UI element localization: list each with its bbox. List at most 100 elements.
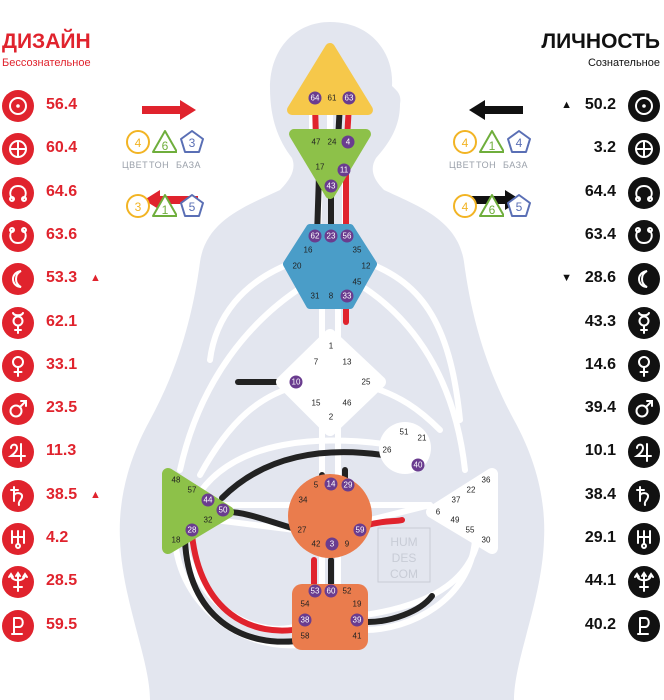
personality-planet-row: 3.2 (514, 127, 664, 171)
gate-label-23: 23 (327, 232, 336, 241)
gate-label-5: 5 (314, 481, 319, 490)
gate-label-1: 1 (329, 342, 334, 351)
gate-label-13: 13 (343, 358, 352, 367)
personality-planet-row: 50.2 ▲ (514, 84, 664, 128)
design-planet-value: 4.2 (46, 529, 69, 546)
color-circle-icon: 3 (126, 194, 150, 218)
moon-icon (2, 263, 34, 296)
gate-label-26: 26 (383, 446, 392, 455)
gate-label-63: 63 (345, 94, 354, 103)
design-planet-value: 28.5 (46, 572, 78, 590)
active-gate-marker (411, 458, 425, 472)
base-pentagon-icon: 5 (180, 194, 204, 217)
design-planet-row: 64.6 (0, 171, 140, 215)
gate-label-31: 31 (311, 292, 320, 301)
design-planet-value: 60.4 (46, 139, 78, 157)
uranus-icon (628, 523, 660, 555)
gate-label-41: 41 (353, 632, 362, 641)
personality-planet-row: 38.4 (514, 474, 664, 518)
active-gate-marker (185, 523, 199, 537)
gate-label-40: 40 (414, 461, 423, 470)
personality-planet-value: 39.4 (584, 399, 616, 417)
gate-label-64: 64 (311, 94, 320, 103)
mercury-icon (628, 306, 660, 339)
color-label: ЦВЕТ (449, 160, 476, 170)
personality-planet-value: 44.1 (584, 572, 616, 590)
active-gate-marker (342, 91, 356, 105)
watermark-line-3: COM (390, 567, 418, 581)
gate-label-32: 32 (204, 516, 213, 525)
gate-label-8: 8 (329, 292, 334, 301)
active-gate-marker (340, 289, 354, 303)
sun-icon (2, 90, 34, 122)
sun-icon (628, 90, 660, 122)
g-center (276, 329, 386, 436)
design-planet-value: 62.1 (46, 312, 78, 330)
design-planet-value: 53.3 (46, 269, 78, 287)
gate-label-42: 42 (312, 540, 321, 549)
gate-label-43: 43 (327, 182, 336, 191)
design-planet-row: 11.3 (0, 430, 140, 474)
active-gate-marker (325, 537, 339, 551)
personality-planet-marker: ▲ (561, 99, 572, 111)
personality-base-value: 5 (516, 200, 523, 214)
gate-label-59: 59 (356, 526, 365, 535)
root-center (292, 584, 368, 650)
tone-triangle-icon: 6 (479, 194, 504, 217)
gate-label-9: 9 (345, 540, 350, 549)
active-gate-marker (324, 584, 338, 598)
gate-label-51: 51 (400, 428, 409, 437)
gate-label-24: 24 (328, 138, 337, 147)
design-color-value: 4 (135, 136, 142, 150)
mars-icon (2, 393, 34, 426)
gate-label-54: 54 (301, 600, 310, 609)
gate-label-45: 45 (353, 278, 362, 287)
base-label: БАЗА (503, 160, 529, 170)
design-planet-row: 23.5 (0, 387, 140, 431)
design-planet-value: 56.4 (46, 96, 78, 113)
design-planet-value: 59.5 (46, 615, 78, 633)
gate-label-6: 6 (436, 508, 441, 517)
throat-center (283, 224, 377, 309)
gate-label-34: 34 (299, 496, 308, 505)
gate-label-25: 25 (362, 378, 371, 387)
design-tone-value: 1 (162, 203, 169, 217)
gate-label-61: 61 (328, 94, 337, 103)
south-node-icon (628, 219, 660, 252)
gate-label-57: 57 (188, 486, 197, 495)
active-gate-marker (353, 523, 367, 537)
gate-label-12: 12 (362, 262, 371, 271)
design-planet-row: 28.5 (0, 560, 140, 604)
personality-planet-value: 40.2 (584, 615, 616, 633)
tone-triangle-icon: 6 (152, 130, 177, 153)
gate-label-3: 3 (330, 540, 335, 549)
design-tone-value: 6 (162, 139, 169, 153)
gate-label-10: 10 (292, 378, 301, 387)
design-planet-marker: ▲ (90, 272, 101, 285)
neptune-icon (628, 566, 660, 599)
gate-label-20: 20 (293, 262, 302, 271)
gate-label-56: 56 (343, 232, 352, 241)
gate-label-49: 49 (451, 516, 460, 525)
gate-label-14: 14 (327, 480, 336, 489)
gate-label-28: 28 (188, 526, 197, 535)
personality-planet-row: 10.1 (514, 430, 664, 474)
gate-label-22: 22 (467, 486, 476, 495)
solar-plexus-center (426, 468, 498, 554)
design-bottom-arrow-icon (144, 190, 198, 210)
jupiter-icon (628, 436, 660, 469)
personality-color-value: 4 (462, 136, 469, 150)
design-base-value: 3 (189, 136, 196, 150)
earth-icon (2, 133, 34, 166)
personality-planet-row: 29.1 (514, 517, 664, 561)
gate-label-36: 36 (482, 476, 491, 485)
active-gate-marker (341, 478, 355, 492)
personality-planet-row: 39.4 (514, 387, 664, 431)
base-pentagon-icon: 5 (507, 194, 531, 217)
gate-label-2: 2 (329, 413, 334, 422)
personality-planet-value: 64.4 (584, 182, 616, 200)
active-gate-marker (340, 229, 354, 243)
design-planet-value: 11.3 (46, 442, 77, 460)
design-planet-value: 63.6 (46, 225, 78, 243)
